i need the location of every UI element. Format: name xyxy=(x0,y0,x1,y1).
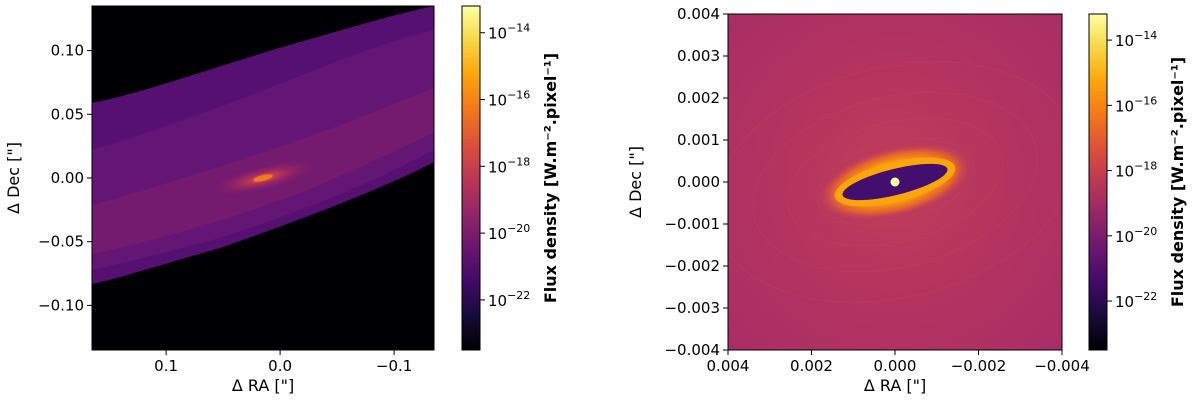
left-y-ticks: 0.10 0.05 0.00 −0.05 −0.10 xyxy=(38,42,92,314)
right-colorbar: 10−14 10−16 10−18 10−20 10−22 Flux density [… xyxy=(1088,13,1187,351)
left-colorbar-label: Flux density [W.m⁻².pixel⁻¹] xyxy=(541,53,560,303)
right-colorbar-ticks: 10−14 10−16 10−18 10−20 10−22 xyxy=(1107,29,1157,311)
colorbar-tick-label: 10−16 xyxy=(488,89,530,110)
y-tick-label: 0.05 xyxy=(51,105,84,123)
colorbar-tick-label: 10−16 xyxy=(1115,94,1157,115)
right-x-axis-label: Δ RA ["] xyxy=(864,376,926,395)
x-tick-label: 0.0 xyxy=(268,357,292,375)
left-image xyxy=(92,6,434,350)
x-tick-label: 0.004 xyxy=(707,357,750,375)
colorbar-tick-label: 10−14 xyxy=(1115,29,1157,50)
y-tick-label: 0.002 xyxy=(677,89,720,107)
colorbar-tick-label: 10−18 xyxy=(488,155,530,176)
colorbar-tick-label: 10−14 xyxy=(488,22,530,43)
y-tick-label: 0.00 xyxy=(51,169,84,187)
colorbar-tick-label: 10−22 xyxy=(488,289,530,310)
x-tick-label: 0.002 xyxy=(790,357,833,375)
y-tick-label: −0.001 xyxy=(664,215,720,233)
x-tick-label: −0.004 xyxy=(1034,357,1090,375)
right-colorbar-gradient xyxy=(1088,13,1108,351)
left-colorbar-ticks: 10−14 10−16 10−18 10−20 10−22 xyxy=(480,22,530,310)
right-panel: 0.004 0.002 0.000 −0.002 −0.004 0.0040.0030.… xyxy=(626,5,1090,395)
colorbar-tick-label: 10−20 xyxy=(488,222,530,243)
right-central-star xyxy=(890,177,900,187)
y-tick-label: 0.003 xyxy=(677,47,720,65)
y-tick-label: 0.004 xyxy=(677,5,720,23)
right-y-axis-label: Δ Dec ["] xyxy=(626,146,645,218)
x-tick-label: −0.002 xyxy=(951,357,1007,375)
left-disk-core xyxy=(253,174,273,182)
right-colorbar-label: Flux density [W.m⁻².pixel⁻¹] xyxy=(1168,57,1187,307)
x-tick-label: −0.1 xyxy=(376,357,412,375)
left-x-ticks: 0.1 0.0 −0.1 xyxy=(154,350,412,375)
left-y-axis-label: Δ Dec ["] xyxy=(4,142,23,214)
y-tick-label: −0.004 xyxy=(664,341,720,359)
left-x-axis-label: Δ RA ["] xyxy=(232,376,294,395)
x-tick-label: 0.1 xyxy=(154,357,178,375)
y-tick-label: −0.10 xyxy=(38,296,84,314)
y-tick-label: −0.002 xyxy=(664,257,720,275)
colorbar-tick-label: 10−20 xyxy=(1115,225,1157,246)
right-image xyxy=(728,14,1062,350)
y-tick-label: 0.001 xyxy=(677,131,720,149)
right-isophotes xyxy=(728,61,1062,303)
right-x-ticks: 0.004 0.002 0.000 −0.002 −0.004 xyxy=(707,350,1090,375)
x-tick-label: 0.000 xyxy=(874,357,917,375)
y-tick-label: −0.05 xyxy=(38,233,84,251)
colorbar-tick-label: 10−22 xyxy=(1115,290,1157,311)
y-tick-label: 0.000 xyxy=(677,173,720,191)
colorbar-tick-label: 10−18 xyxy=(1115,160,1157,181)
right-y-ticks: 0.004 0.003 0.002 0.001 0.000 −0.001 −0.002 −0.… xyxy=(664,5,728,359)
left-panel: 0.1 0.0 −0.1 0.10 0.05 0.00 −0.05 −0.10 Δ RA [… xyxy=(4,5,435,395)
left-colorbar: 10−14 10−16 10−18 10−20 10−22 Flux density [… xyxy=(461,5,560,351)
y-tick-label: −0.003 xyxy=(664,299,720,317)
y-tick-label: 0.10 xyxy=(51,42,84,60)
left-colorbar-gradient xyxy=(461,5,481,351)
